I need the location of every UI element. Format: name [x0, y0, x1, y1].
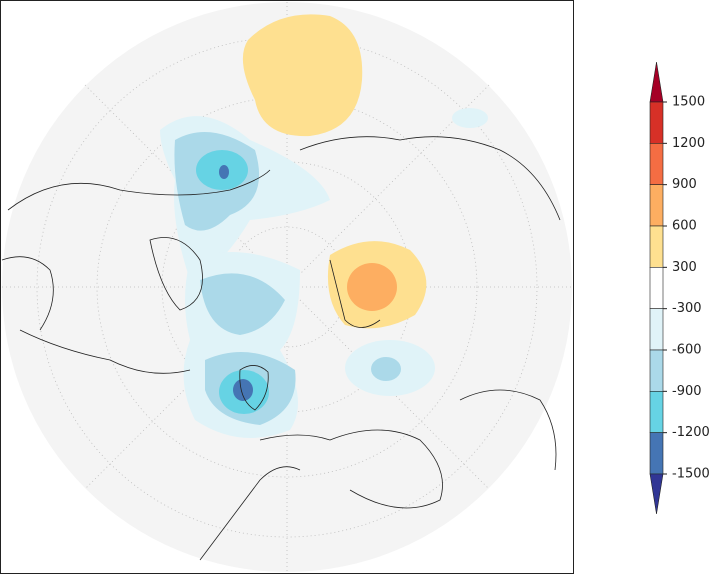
colorbar-extension — [649, 473, 664, 515]
colorbar-bin — [649, 349, 664, 392]
anomaly-fields — [160, 14, 488, 438]
colorbar: 1500 1200 900 600 300 -300 -600 -900 -1200 -1500 — [649, 61, 710, 515]
colorbar-bin — [649, 432, 664, 475]
colorbar-tick-label: 1500 — [672, 95, 705, 110]
colorbar-tick-label: -1200 — [672, 425, 710, 440]
colorbar-bin — [649, 225, 664, 268]
map — [0, 0, 574, 574]
colorbar-extension — [649, 61, 664, 103]
colorbar-tick-label: -300 — [672, 301, 702, 316]
colorbar-tick-label: 300 — [672, 260, 697, 275]
colorbar-tick-label: 600 — [672, 219, 697, 234]
colorbar-bin — [649, 143, 664, 185]
colorbar-bin — [649, 267, 664, 309]
colorbar-tick-label: -1500 — [672, 467, 710, 482]
colorbar-bin — [649, 101, 664, 144]
coastlines — [1, 136, 561, 561]
colorbar-tick-label: -900 — [672, 384, 702, 399]
colorbar-tick-label: 900 — [672, 177, 697, 192]
colorbar-bin — [649, 184, 664, 227]
colorbar-bin — [649, 308, 664, 351]
colorbar-tick-label: -600 — [672, 343, 702, 358]
colorbar-bin — [649, 391, 664, 433]
colorbar-tick-label: 1200 — [672, 136, 705, 151]
